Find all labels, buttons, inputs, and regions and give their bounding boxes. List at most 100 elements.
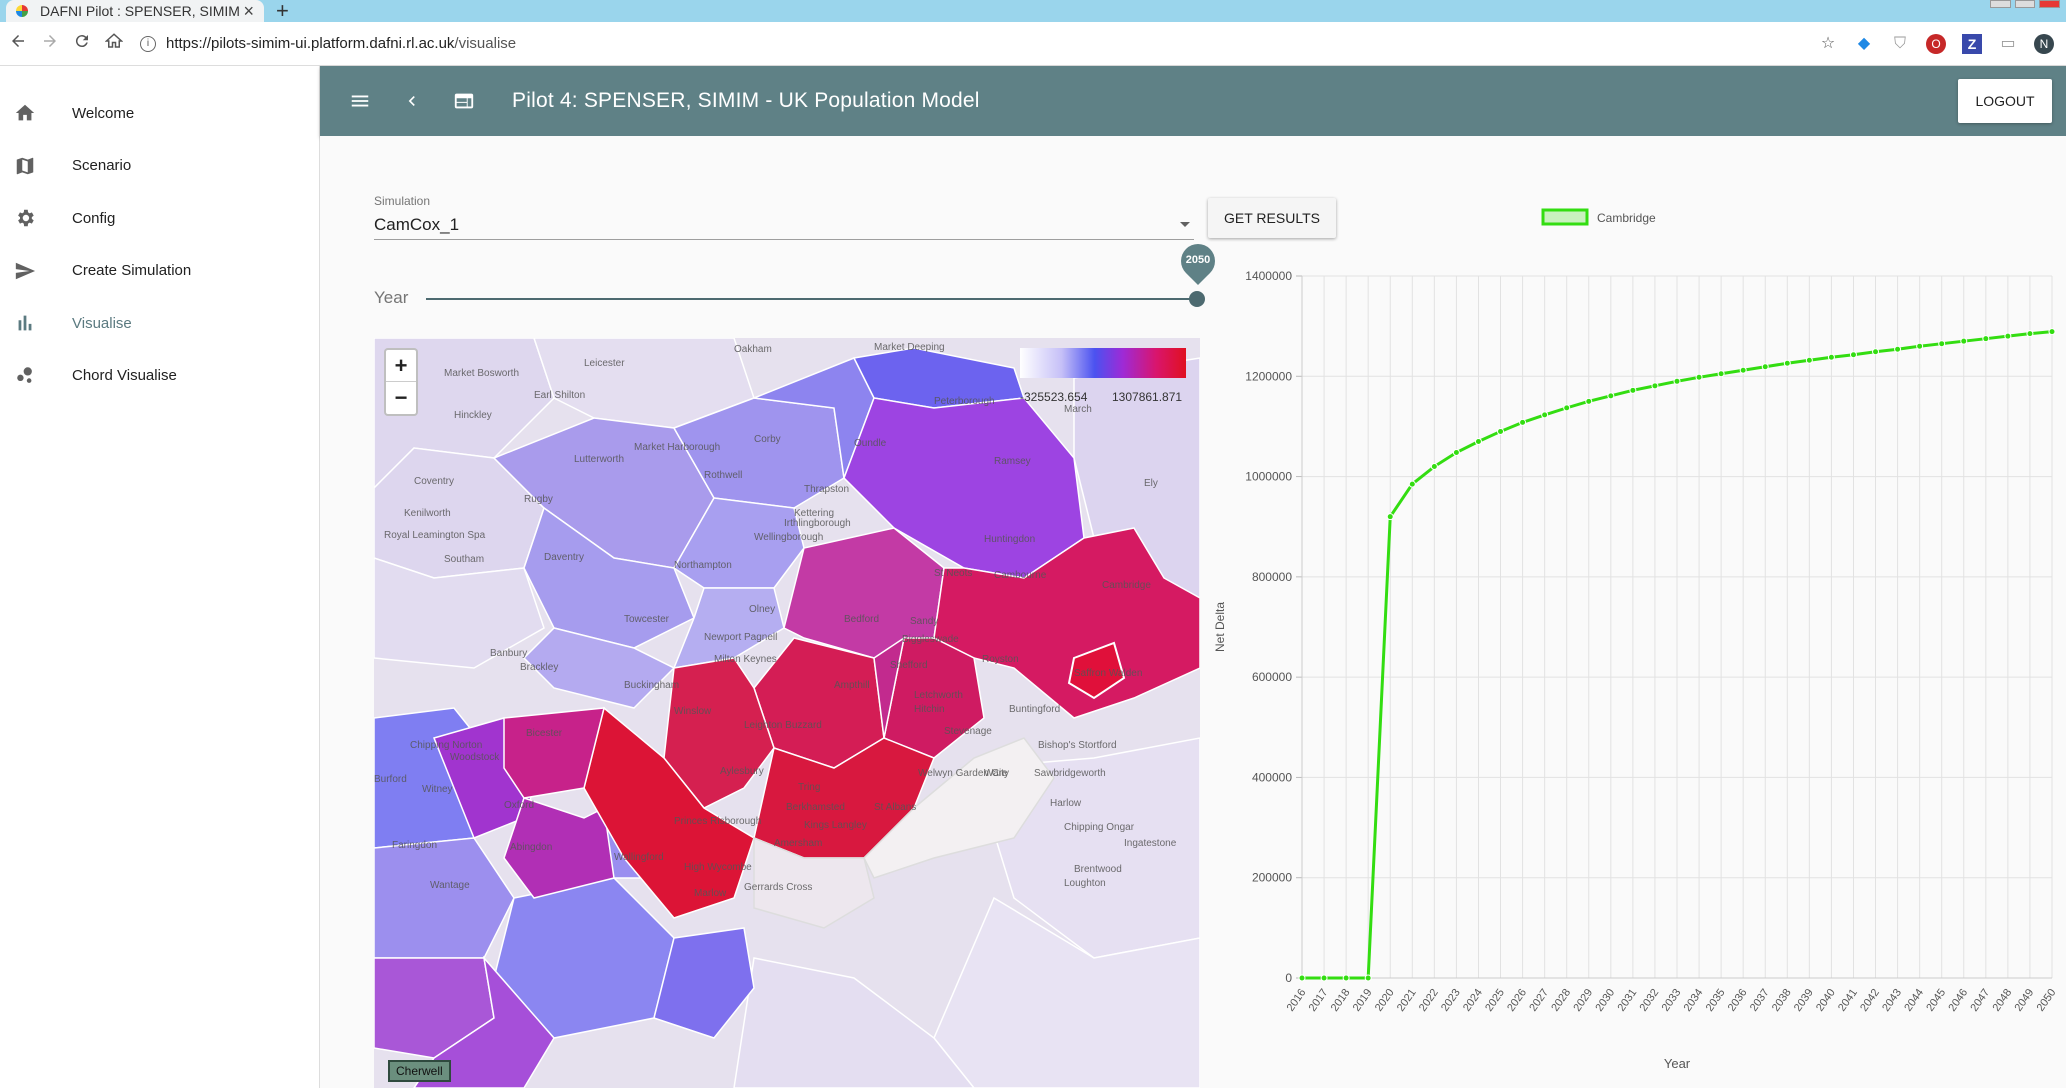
simulation-value: CamCox_1	[374, 214, 460, 234]
url-host: https://pilots-simim-ui.platform.dafni.r…	[166, 35, 455, 52]
data-point	[1805, 356, 1813, 364]
data-point	[1761, 363, 1769, 371]
opera-extension-icon[interactable]: O	[1926, 34, 1946, 54]
map-town-label: Burford	[374, 774, 407, 785]
year-label: Year	[374, 288, 409, 307]
map-town-label: Ware	[984, 768, 1008, 779]
data-point	[1827, 353, 1835, 361]
data-point	[1938, 340, 1946, 348]
map-town-label: Witney	[422, 784, 453, 795]
x-tick-label: 2039	[1792, 987, 1816, 1014]
web-card-icon[interactable]	[450, 87, 478, 115]
main-content: Simulation CamCox_1 GET RESULTS Year 205…	[320, 136, 2066, 1088]
x-tick-label: 2044	[1902, 987, 1926, 1014]
zoom-in-button[interactable]: +	[386, 350, 416, 382]
map-town-label: Buntingford	[1009, 704, 1061, 715]
bar-chart-icon	[14, 312, 36, 334]
map-town-label: Faringdon	[392, 840, 438, 851]
zotero-extension-icon[interactable]: Z	[1962, 34, 1982, 54]
data-point	[1695, 373, 1703, 381]
x-tick-label: 2040	[1814, 987, 1838, 1014]
new-tab-button[interactable]: +	[276, 0, 289, 23]
map-town-label: Chipping Ongar	[1064, 822, 1135, 833]
chevron-left-icon[interactable]	[398, 87, 426, 115]
x-tick-label: 2047	[1968, 987, 1992, 1014]
map-town-label: Tring	[798, 782, 821, 793]
app-toolbar: Pilot 4: SPENSER, SIMIM - UK Population …	[320, 66, 2066, 136]
extension-blue-icon[interactable]: ◆	[1857, 35, 1871, 52]
info-icon[interactable]: i	[140, 35, 156, 52]
back-arrow-icon[interactable]	[2, 32, 34, 56]
data-point	[1673, 377, 1681, 385]
sidebar-item-scenario[interactable]: Scenario	[0, 140, 319, 193]
data-point	[1629, 386, 1637, 394]
browser-tab[interactable]: DAFNI Pilot : SPENSER, SIMIM ×	[6, 0, 264, 22]
legend-label: Cambridge	[1597, 211, 1656, 225]
year-slider-thumb[interactable]	[1189, 291, 1205, 307]
map-town-label: Corby	[754, 434, 781, 445]
map-zoom-control: + −	[384, 348, 418, 416]
x-tick-label: 2026	[1505, 987, 1529, 1014]
document-icon[interactable]: ▭	[2000, 35, 2016, 52]
map-town-label: Peterborough	[934, 396, 995, 407]
data-point	[1474, 437, 1482, 445]
choropleth-map[interactable]: Leicester Oakham Market Deeping Market B…	[374, 338, 1200, 1088]
x-tick-label: 2030	[1593, 987, 1617, 1014]
x-tick-label: 2021	[1395, 987, 1419, 1014]
page-title: Pilot 4: SPENSER, SIMIM - UK Population …	[512, 89, 980, 112]
logout-button[interactable]: LOGOUT	[1958, 79, 2052, 123]
population-line-chart: 0 200000 400000 600000 800000 1000000 1200000 1…	[1213, 208, 2058, 1071]
send-icon	[14, 260, 36, 282]
year-slider-track[interactable]	[426, 298, 1196, 300]
map-town-label: Leighton Buzzard	[744, 720, 822, 731]
x-tick-label: 2035	[1704, 987, 1728, 1014]
map-town-label: Huntingdon	[984, 534, 1036, 545]
home-icon[interactable]	[98, 32, 130, 56]
tab-close-icon[interactable]: ×	[243, 0, 254, 21]
map-town-label: Hitchin	[914, 704, 945, 715]
map-town-label: Oundle	[854, 438, 887, 449]
menu-icon[interactable]	[346, 87, 374, 115]
map-town-label: Welwyn Garden City	[918, 768, 1009, 779]
selected-area-tooltip: Cherwell	[388, 1060, 451, 1082]
forward-arrow-icon[interactable]	[34, 32, 66, 56]
bookmark-star-icon[interactable]: ☆	[1820, 35, 1836, 52]
sidebar-item-label: Chord Visualise	[72, 367, 177, 385]
sidebar-item-chord-visualise[interactable]: Chord Visualise	[0, 350, 319, 403]
x-tick-label: 2016	[1285, 987, 1309, 1014]
gear-icon	[14, 207, 36, 229]
sidebar-item-welcome[interactable]: Welcome	[0, 87, 319, 140]
data-point	[1585, 397, 1593, 405]
x-tick-label: 2029	[1571, 987, 1595, 1014]
map-town-label: Lutterworth	[574, 454, 625, 465]
bubble-chart-icon	[14, 365, 36, 387]
reload-icon[interactable]	[66, 32, 98, 56]
map-town-label: Sandy	[910, 616, 939, 627]
window-controls[interactable]	[1990, 0, 2061, 8]
x-tick-label: 2020	[1373, 987, 1397, 1014]
sidebar-nav: Welcome Scenario Config Create Simulatio…	[0, 66, 320, 1088]
zoom-out-button[interactable]: −	[394, 385, 408, 410]
simulation-select[interactable]: CamCox_1	[374, 210, 1194, 240]
data-point	[1607, 392, 1615, 400]
get-results-button[interactable]: GET RESULTS	[1208, 198, 1336, 238]
map-town-label: Marlow	[694, 888, 727, 899]
y-tick-label: 200000	[1252, 871, 1292, 885]
shield-icon[interactable]: ⛉	[1893, 35, 1906, 52]
profile-avatar[interactable]: N	[2034, 34, 2054, 54]
url-field[interactable]: i https://pilots-simim-ui.platform.dafni…	[140, 35, 516, 52]
map-town-label: Buckingham	[624, 680, 680, 691]
data-point	[1497, 427, 1505, 435]
y-tick-label: 800000	[1252, 570, 1292, 584]
sidebar-item-visualise[interactable]: Visualise	[0, 297, 319, 350]
sidebar-item-create-simulation[interactable]: Create Simulation	[0, 245, 319, 298]
x-tick-label: 2049	[2013, 987, 2037, 1014]
x-tick-label: 2022	[1417, 987, 1441, 1014]
map-town-label: Cambourne	[994, 570, 1047, 581]
map-icon	[14, 155, 36, 177]
sidebar-item-config[interactable]: Config	[0, 192, 319, 245]
map-town-label: Towcester	[624, 614, 670, 625]
y-tick-label: 400000	[1252, 770, 1292, 784]
map-town-label: Milton Keynes	[714, 654, 777, 665]
map-town-label: Amersham	[774, 838, 823, 849]
